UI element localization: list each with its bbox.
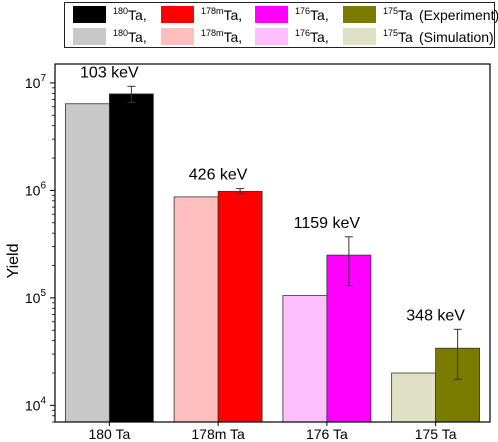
bar-simulation-178m-ta: [173, 196, 219, 423]
legend-sup: 176: [295, 28, 311, 38]
error-bar-178m-ta: [236, 188, 245, 194]
bar-experiment-178m-ta: [217, 190, 263, 423]
labels-layer: 103 keV 180 Ta 426 keV 178m Ta 1159 keV 176 T…: [5, 64, 465, 442]
error-bar-176-ta: [344, 236, 353, 287]
legend-sup: 175: [383, 6, 399, 16]
bar-simulation-176-ta: [282, 295, 328, 423]
legend-label: Ta,: [223, 7, 243, 23]
legend-label: Ta,: [310, 29, 329, 45]
energy-annotation: 426 keV: [189, 167, 248, 184]
y-tick-label: 107: [25, 73, 47, 91]
x-tick-label: 175 Ta: [415, 426, 457, 442]
energy-annotation: 348 keV: [406, 307, 465, 324]
legend-swatch-exp-176: [255, 6, 288, 23]
y-tick-label: 104: [25, 395, 47, 413]
x-tick-label: 176 Ta: [306, 426, 348, 442]
legend-sup: 175: [383, 28, 399, 38]
legend-note-experiment: (Experiment): [419, 7, 498, 23]
legend-swatch-exp-175: [343, 6, 376, 23]
error-bar-180-ta: [127, 85, 136, 103]
bar-experiment-180-ta: [108, 93, 154, 423]
legend-label: Ta: [398, 7, 413, 23]
bar-simulation-180-ta: [64, 103, 110, 423]
y-axis-label: Yield: [5, 244, 22, 279]
bar-simulation-175-ta: [391, 372, 437, 423]
y-tick-label: 105: [25, 288, 47, 306]
legend-swatch-exp-178m: [161, 6, 194, 23]
energy-annotation: 1159 keV: [294, 215, 361, 232]
x-tick-label: 180 Ta: [88, 426, 130, 442]
legend-label: Ta,: [223, 29, 243, 45]
error-bar-175-ta: [453, 328, 462, 380]
legend-label: Ta: [398, 29, 413, 45]
legend-label: Ta,: [128, 7, 147, 23]
legend: 180Ta, 178mTa, 176Ta, 175Ta (Experiment)…: [64, 2, 498, 48]
legend-sup: 180: [113, 28, 129, 38]
legend-swatch-exp-180: [73, 6, 106, 23]
legend-label: Ta,: [128, 29, 147, 45]
legend-sup: 178m: [201, 6, 224, 16]
legend-note-simulation: (Simulation): [419, 29, 494, 45]
bars-layer: [64, 85, 481, 423]
y-tick-label: 106: [25, 180, 47, 198]
x-tick-label: 178m Ta: [191, 426, 245, 442]
legend-sup: 176: [295, 6, 311, 16]
legend-label: Ta,: [310, 7, 329, 23]
legend-swatch-sim-178m: [161, 28, 194, 45]
energy-annotation: 103 keV: [80, 64, 139, 81]
plot-frame: [54, 63, 491, 423]
legend-sup: 178m: [201, 28, 224, 38]
legend-swatch-sim-176: [255, 28, 288, 45]
axes-layer: [50, 63, 491, 426]
legend-swatch-sim-180: [73, 28, 106, 45]
legend-sup: 180: [113, 6, 129, 16]
legend-swatch-sim-175: [343, 28, 376, 45]
